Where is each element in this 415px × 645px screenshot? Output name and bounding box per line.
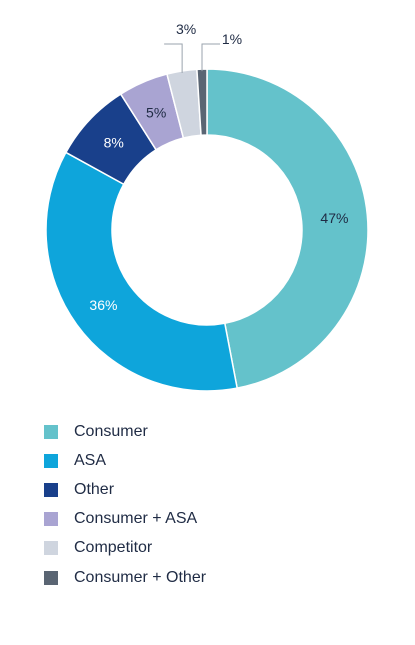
legend-swatch <box>44 453 58 468</box>
legend-item-other: Other <box>44 475 206 504</box>
legend-label: Consumer <box>74 422 148 440</box>
legend-label: Competitor <box>74 539 153 557</box>
donut-slice-asa <box>45 151 239 392</box>
donut-slice-consumer <box>206 68 369 390</box>
legend-item-consumer-asa: Consumer + ASA <box>44 505 206 534</box>
legend-label: Consumer + Other <box>74 568 207 586</box>
legend-label: ASA <box>74 451 107 469</box>
legend-swatch <box>44 512 58 527</box>
legend-swatch <box>44 570 58 585</box>
legend-item-consumer: Consumer <box>44 417 206 446</box>
legend-item-competitor: Competitor <box>44 534 206 563</box>
legend-label: Other <box>74 480 115 498</box>
legend-swatch <box>44 541 58 556</box>
slice-label: 1% <box>222 31 242 47</box>
slice-label: 3% <box>176 21 196 37</box>
slice-label: 5% <box>146 105 166 121</box>
leader-line <box>164 43 183 73</box>
donut-slice-consumer-other <box>196 68 208 136</box>
donut-chart: 47% 36% 8% 5% 3% 1% <box>45 21 369 392</box>
slice-label: 47% <box>320 210 348 226</box>
legend-swatch <box>44 424 58 439</box>
slice-label: 36% <box>89 297 117 313</box>
chart-legend: Consumer ASA Other Consumer + ASA Compet… <box>44 417 206 592</box>
legend-swatch <box>44 482 58 497</box>
legend-item-consumer-other: Consumer + Other <box>44 563 206 592</box>
slice-label: 8% <box>104 134 124 150</box>
legend-label: Consumer + ASA <box>74 510 198 528</box>
leader-line <box>201 43 221 72</box>
legend-item-asa: ASA <box>44 446 206 475</box>
